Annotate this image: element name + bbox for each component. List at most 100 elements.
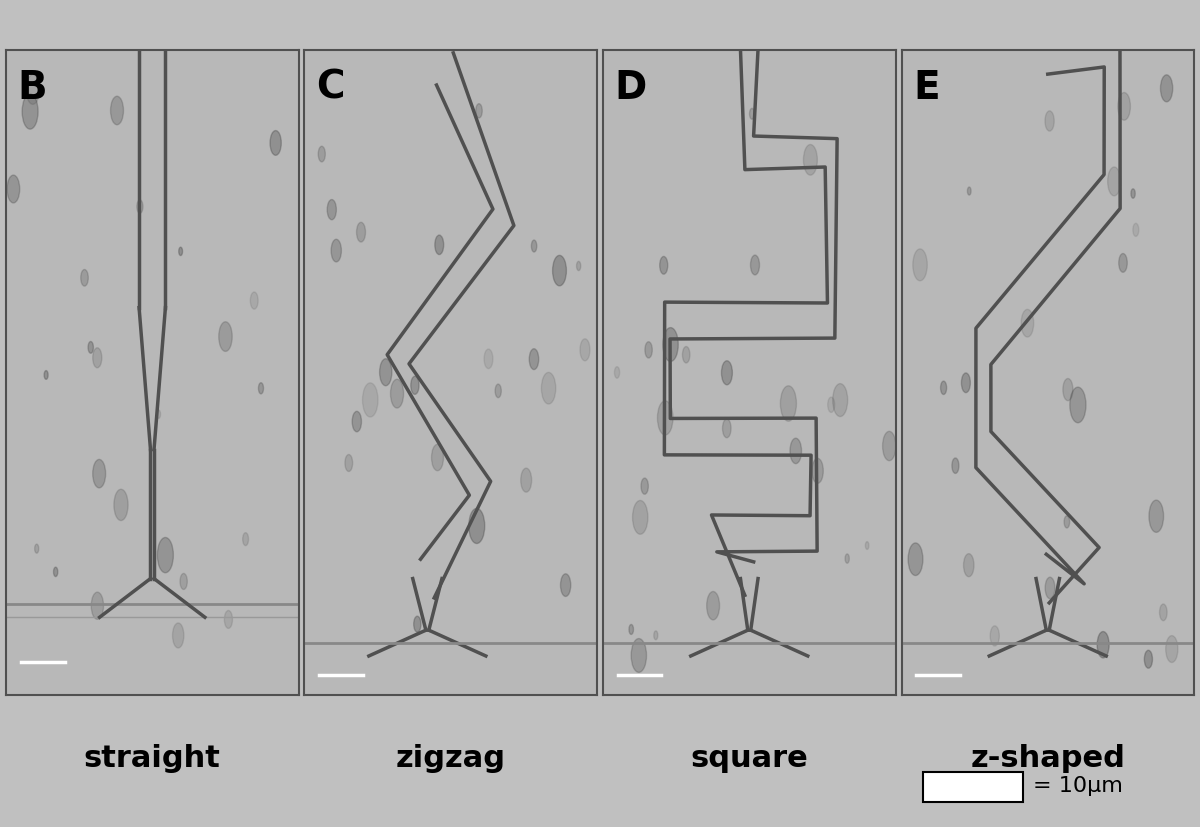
Circle shape — [1160, 74, 1172, 102]
Circle shape — [641, 478, 648, 495]
Circle shape — [242, 533, 248, 546]
Circle shape — [157, 410, 161, 418]
Circle shape — [1133, 223, 1139, 237]
Circle shape — [92, 348, 102, 368]
Circle shape — [22, 94, 38, 129]
Circle shape — [750, 108, 755, 119]
Circle shape — [631, 638, 647, 672]
Circle shape — [1097, 632, 1109, 658]
Circle shape — [1118, 93, 1130, 120]
Circle shape — [54, 567, 58, 576]
Circle shape — [552, 256, 566, 286]
Circle shape — [580, 339, 590, 361]
Circle shape — [352, 411, 361, 432]
Circle shape — [137, 200, 143, 213]
Text: z-shaped: z-shaped — [971, 744, 1126, 773]
Circle shape — [173, 623, 184, 648]
Circle shape — [344, 455, 353, 471]
Text: D: D — [614, 69, 647, 107]
Circle shape — [654, 631, 658, 640]
Circle shape — [356, 222, 366, 242]
Circle shape — [157, 538, 173, 573]
Circle shape — [908, 543, 923, 576]
Circle shape — [964, 553, 974, 576]
Circle shape — [1070, 387, 1086, 423]
Text: B: B — [18, 69, 47, 107]
Circle shape — [865, 542, 869, 549]
Circle shape — [614, 366, 619, 378]
Circle shape — [1165, 636, 1178, 662]
Circle shape — [434, 235, 444, 255]
Circle shape — [469, 509, 485, 543]
Circle shape — [432, 444, 444, 471]
Circle shape — [1118, 254, 1127, 272]
Circle shape — [7, 175, 19, 203]
Circle shape — [484, 349, 493, 369]
Circle shape — [1148, 500, 1164, 533]
Circle shape — [529, 349, 539, 370]
Circle shape — [270, 131, 281, 155]
Circle shape — [331, 239, 341, 262]
Circle shape — [114, 490, 128, 520]
Circle shape — [629, 624, 634, 634]
Text: C: C — [316, 69, 344, 107]
Circle shape — [1063, 379, 1073, 400]
Circle shape — [750, 255, 760, 275]
Circle shape — [804, 145, 817, 175]
Circle shape — [88, 342, 94, 353]
Circle shape — [828, 397, 835, 413]
Circle shape — [541, 372, 556, 404]
Text: square: square — [690, 744, 808, 773]
Circle shape — [833, 384, 847, 417]
Bar — [923, 772, 1022, 802]
Circle shape — [722, 419, 731, 437]
Circle shape — [390, 380, 403, 408]
Circle shape — [780, 386, 797, 421]
Circle shape — [110, 96, 124, 125]
Circle shape — [560, 574, 571, 596]
Circle shape — [1130, 189, 1135, 198]
Circle shape — [258, 383, 264, 394]
Circle shape — [328, 199, 336, 220]
Circle shape — [224, 610, 233, 629]
Circle shape — [707, 591, 720, 620]
Circle shape — [1108, 167, 1121, 196]
Circle shape — [410, 376, 419, 394]
Circle shape — [26, 74, 40, 104]
Circle shape — [251, 292, 258, 309]
Circle shape — [961, 373, 971, 393]
Circle shape — [952, 458, 959, 473]
Circle shape — [362, 383, 378, 417]
Circle shape — [179, 247, 182, 256]
Circle shape — [521, 468, 532, 492]
Circle shape — [644, 342, 653, 358]
Circle shape — [35, 544, 38, 553]
Circle shape — [990, 626, 1000, 646]
Circle shape — [882, 432, 896, 461]
Circle shape — [92, 460, 106, 488]
Circle shape — [180, 573, 187, 590]
Circle shape — [845, 554, 850, 563]
Circle shape — [576, 261, 581, 270]
Circle shape — [662, 327, 678, 361]
Circle shape — [660, 256, 667, 275]
Circle shape — [812, 458, 823, 483]
Circle shape — [475, 103, 482, 118]
Circle shape — [721, 361, 732, 385]
Circle shape — [318, 146, 325, 162]
Circle shape — [496, 384, 502, 398]
Circle shape — [1145, 650, 1152, 668]
Circle shape — [658, 401, 673, 435]
Circle shape — [44, 370, 48, 380]
Circle shape — [379, 359, 392, 385]
Circle shape — [1064, 516, 1069, 528]
Circle shape — [913, 249, 928, 281]
Circle shape — [414, 616, 421, 632]
Circle shape — [941, 381, 947, 394]
Text: = 10μm: = 10μm — [1033, 776, 1123, 796]
Circle shape — [80, 270, 89, 286]
Circle shape — [1021, 309, 1033, 337]
Circle shape — [967, 187, 971, 195]
Circle shape — [91, 592, 103, 619]
Circle shape — [1045, 577, 1055, 599]
